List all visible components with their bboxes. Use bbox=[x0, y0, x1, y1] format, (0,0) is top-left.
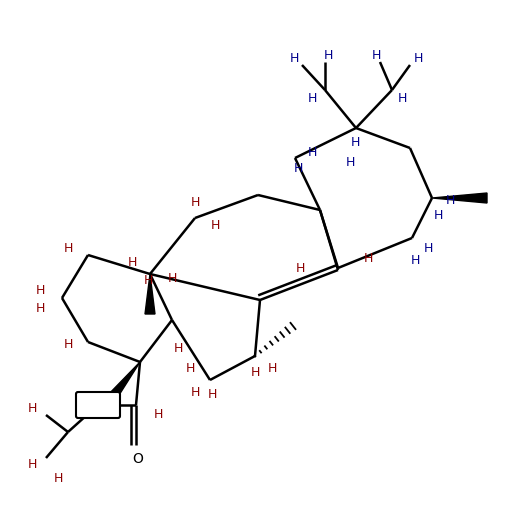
Polygon shape bbox=[431, 193, 486, 203]
Text: H: H bbox=[210, 218, 219, 232]
Text: H: H bbox=[307, 146, 316, 158]
Text: H: H bbox=[345, 156, 354, 168]
Text: H: H bbox=[190, 195, 200, 209]
Text: H: H bbox=[27, 459, 37, 471]
FancyBboxPatch shape bbox=[76, 392, 120, 418]
Text: H: H bbox=[53, 471, 63, 485]
Text: H: H bbox=[307, 92, 316, 104]
Polygon shape bbox=[106, 362, 140, 403]
Text: H: H bbox=[173, 342, 182, 354]
Text: H: H bbox=[63, 241, 73, 254]
Polygon shape bbox=[145, 274, 155, 314]
Text: H: H bbox=[412, 51, 422, 65]
Text: H: H bbox=[207, 387, 216, 401]
Text: H: H bbox=[433, 209, 442, 221]
Text: H: H bbox=[362, 251, 372, 265]
Text: H: H bbox=[185, 361, 194, 375]
Text: H: H bbox=[295, 262, 304, 274]
Text: H: H bbox=[190, 385, 200, 399]
Text: H: H bbox=[153, 409, 162, 421]
Text: H: H bbox=[167, 271, 176, 285]
Text: H: H bbox=[27, 402, 37, 414]
Text: O: O bbox=[132, 452, 143, 466]
Text: H: H bbox=[250, 365, 259, 379]
Text: H: H bbox=[63, 338, 73, 352]
Text: H: H bbox=[323, 48, 332, 62]
Text: H: H bbox=[350, 135, 359, 149]
Text: H: H bbox=[289, 51, 298, 65]
Text: H: H bbox=[267, 361, 276, 375]
Text: H: H bbox=[422, 241, 432, 254]
Text: H: H bbox=[35, 284, 45, 297]
Text: H: H bbox=[397, 92, 406, 104]
Text: H: H bbox=[371, 48, 380, 62]
Text: H: H bbox=[127, 256, 136, 269]
Text: H: H bbox=[105, 409, 115, 421]
Text: H: H bbox=[444, 193, 454, 207]
Text: H: H bbox=[143, 273, 152, 287]
Text: H: H bbox=[35, 301, 45, 315]
Text: H: H bbox=[293, 161, 302, 175]
Text: H: H bbox=[410, 253, 419, 267]
Text: Abs: Abs bbox=[88, 400, 108, 410]
